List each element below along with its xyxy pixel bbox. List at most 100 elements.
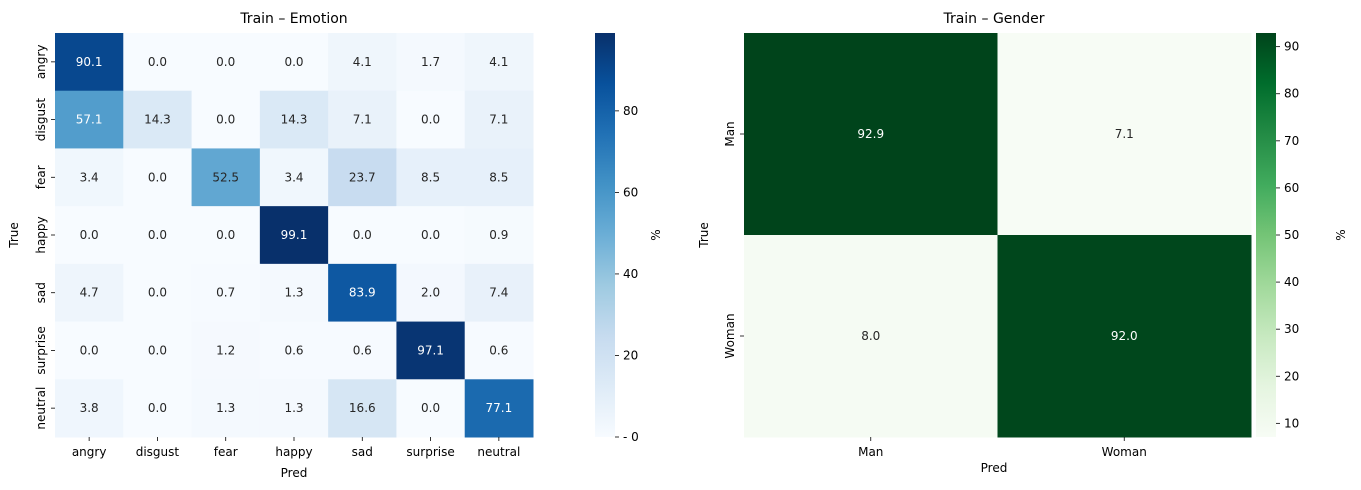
heatmap-cell [997, 235, 1252, 438]
heatmap-cell [55, 33, 124, 92]
emotion-colorbar-label: % [649, 229, 663, 240]
emotion-x-ticks: angry disgust fear happy sad surprise neutral [72, 437, 520, 459]
colorbar-tick-label: 40 [623, 267, 638, 281]
cell-value-label: 14.3 [144, 113, 171, 127]
colorbar-tick-label: 90 [1284, 40, 1299, 54]
cell-value-label: 0.6 [353, 343, 372, 357]
heatmap-cell [123, 148, 193, 207]
cell-value-label: 3.4 [80, 170, 99, 184]
heatmap-cell [396, 90, 466, 149]
cell-value-label: 4.1 [353, 55, 372, 69]
cell-value-label: 8.0 [861, 329, 880, 343]
colorbar-tick-label: - 0 [623, 430, 639, 444]
y-tick-label: Woman [723, 313, 737, 358]
cell-value-label: 3.8 [80, 401, 99, 415]
emotion-colorbar-ticks: - 0 20 40 60 80 [615, 104, 639, 444]
cell-value-label: 0.0 [353, 228, 372, 242]
emotion-chart-title: Train – Emotion [239, 11, 347, 27]
heatmap-cell [123, 90, 193, 149]
x-tick-label: surprise [406, 445, 454, 459]
cell-value-label: 14.3 [281, 113, 308, 127]
heatmap-cell [464, 263, 534, 323]
colorbar-tick-label: 70 [1284, 134, 1299, 148]
gender-colorbar-ticks: 10 20 30 40 50 60 70 80 90 [1276, 40, 1299, 430]
heatmap-cell [259, 263, 329, 323]
y-tick-label: happy [34, 216, 48, 253]
y-tick-label: fear [34, 165, 48, 189]
cell-value-label: 7.4 [489, 286, 508, 300]
cell-value-label: 0.6 [489, 343, 508, 357]
gender-x-ticks: Man Woman [858, 437, 1147, 459]
heatmap-cell [464, 321, 534, 380]
heatmap-cell [191, 148, 261, 207]
cell-value-label: 97.1 [417, 343, 444, 357]
cell-value-label: 23.7 [349, 170, 376, 184]
colorbar-tick-label: 80 [623, 104, 638, 118]
cell-value-label: 1.7 [421, 55, 440, 69]
heatmap-cell [259, 33, 329, 92]
heatmap-cell [464, 33, 534, 92]
heatmap-cell [191, 33, 261, 92]
cell-value-label: 99.1 [281, 228, 308, 242]
cell-value-label: 0.0 [148, 228, 167, 242]
heatmap-cell [744, 235, 998, 438]
heatmap-cell [396, 206, 466, 265]
cell-value-label: 1.2 [216, 343, 235, 357]
emotion-colorbar-bar [595, 33, 615, 437]
cell-value-label: 0.0 [80, 228, 99, 242]
gender-chart-title: Train – Gender [942, 11, 1044, 27]
colorbar-tick-label: 20 [1284, 369, 1299, 383]
cell-value-label: 8.5 [489, 170, 508, 184]
colorbar-tick-label: 60 [1284, 181, 1299, 195]
gender-colorbar-label: % [1334, 229, 1348, 240]
cell-value-label: 57.1 [76, 113, 103, 127]
heatmap-cell [55, 148, 124, 207]
heatmap-cell [396, 263, 466, 323]
colorbar-tick-label: 10 [1284, 416, 1299, 430]
cell-value-label: 0.9 [489, 228, 508, 242]
y-tick-label: Man [723, 121, 737, 146]
heatmap-cell [55, 321, 124, 380]
heatmap-cell [328, 90, 397, 149]
heatmap-cell [396, 33, 466, 92]
x-tick-label: angry [72, 445, 107, 459]
cell-value-label: 4.1 [489, 55, 508, 69]
cell-value-label: 4.7 [80, 286, 99, 300]
cell-value-label: 90.1 [76, 55, 103, 69]
cell-value-label: 7.1 [489, 113, 508, 127]
heatmap-cell [328, 33, 397, 92]
emotion-y-axis-label: True [7, 222, 21, 249]
heatmap-cell [328, 321, 397, 380]
cell-value-label: 0.0 [421, 228, 440, 242]
heatmap-cell [259, 321, 329, 380]
cell-value-label: 0.0 [421, 401, 440, 415]
x-tick-label: fear [214, 445, 238, 459]
colorbar-tick-label: 80 [1284, 87, 1299, 101]
colorbar-tick-label: 30 [1284, 322, 1299, 336]
cell-value-label: 77.1 [485, 401, 512, 415]
x-tick-label: sad [352, 445, 373, 459]
x-tick-label: happy [275, 445, 312, 459]
heatmap-cell [396, 379, 466, 438]
gender-y-ticks: Man Woman [723, 121, 744, 359]
cell-value-label: 0.0 [421, 113, 440, 127]
cell-value-label: 8.5 [421, 170, 440, 184]
heatmap-cell [191, 321, 261, 380]
cell-value-label: 0.0 [216, 228, 235, 242]
x-tick-label: disgust [136, 445, 180, 459]
cell-value-label: 52.5 [212, 170, 239, 184]
cell-value-label: 0.0 [148, 343, 167, 357]
heatmap-cell [191, 263, 261, 323]
gender-x-axis-label: Pred [981, 461, 1008, 475]
cell-value-label: 3.4 [284, 170, 303, 184]
cell-value-label: 0.0 [148, 401, 167, 415]
cell-value-label: 83.9 [349, 286, 376, 300]
x-tick-label: Man [858, 445, 883, 459]
cell-value-label: 1.3 [284, 401, 303, 415]
cell-value-label: 0.7 [216, 286, 235, 300]
gender-y-axis-label: True [697, 222, 711, 249]
heatmap-cell [396, 321, 466, 380]
colorbar-tick-label: 40 [1284, 275, 1299, 289]
y-tick-label: surprise [34, 326, 48, 374]
heatmap-cell [464, 379, 534, 438]
